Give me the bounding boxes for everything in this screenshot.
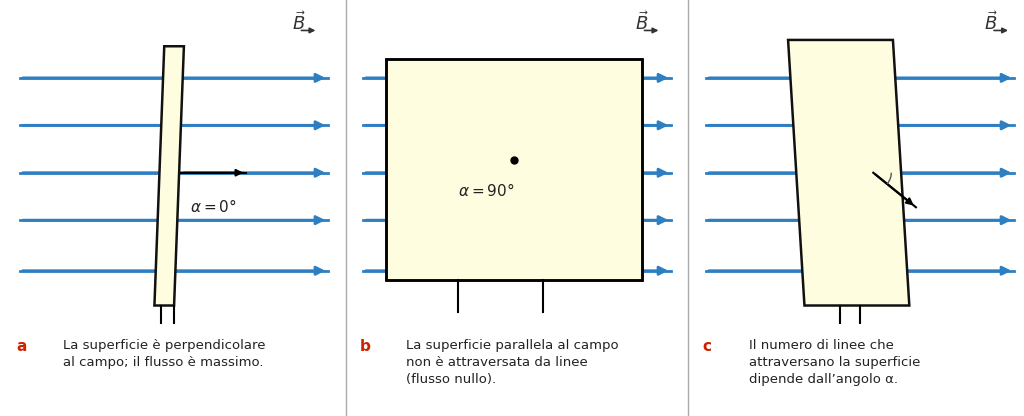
Text: La superficie è perpendicolare
al campo; il flusso è massimo.: La superficie è perpendicolare al campo;… xyxy=(62,339,265,369)
Text: $\alpha$: $\alpha$ xyxy=(834,204,846,219)
Text: $\alpha = 90°$: $\alpha = 90°$ xyxy=(458,182,515,199)
Text: $\alpha = 0°$: $\alpha = 0°$ xyxy=(190,198,238,215)
Text: $\vec{B}$: $\vec{B}$ xyxy=(635,11,648,34)
Text: $\vec{B}$: $\vec{B}$ xyxy=(984,11,998,34)
Text: a: a xyxy=(16,339,28,354)
Bar xyxy=(386,59,642,280)
Polygon shape xyxy=(788,40,909,305)
Text: b: b xyxy=(359,339,371,354)
Polygon shape xyxy=(155,46,184,305)
Bar xyxy=(386,59,642,280)
Text: c: c xyxy=(702,339,712,354)
Text: $\vec{B}$: $\vec{B}$ xyxy=(292,11,305,34)
Text: Il numero di linee che
attraversano la superficie
dipende dall’angolo α.: Il numero di linee che attraversano la s… xyxy=(749,339,921,386)
Text: La superficie parallela al campo
non è attraversata da linee
(flusso nullo).: La superficie parallela al campo non è a… xyxy=(406,339,618,386)
